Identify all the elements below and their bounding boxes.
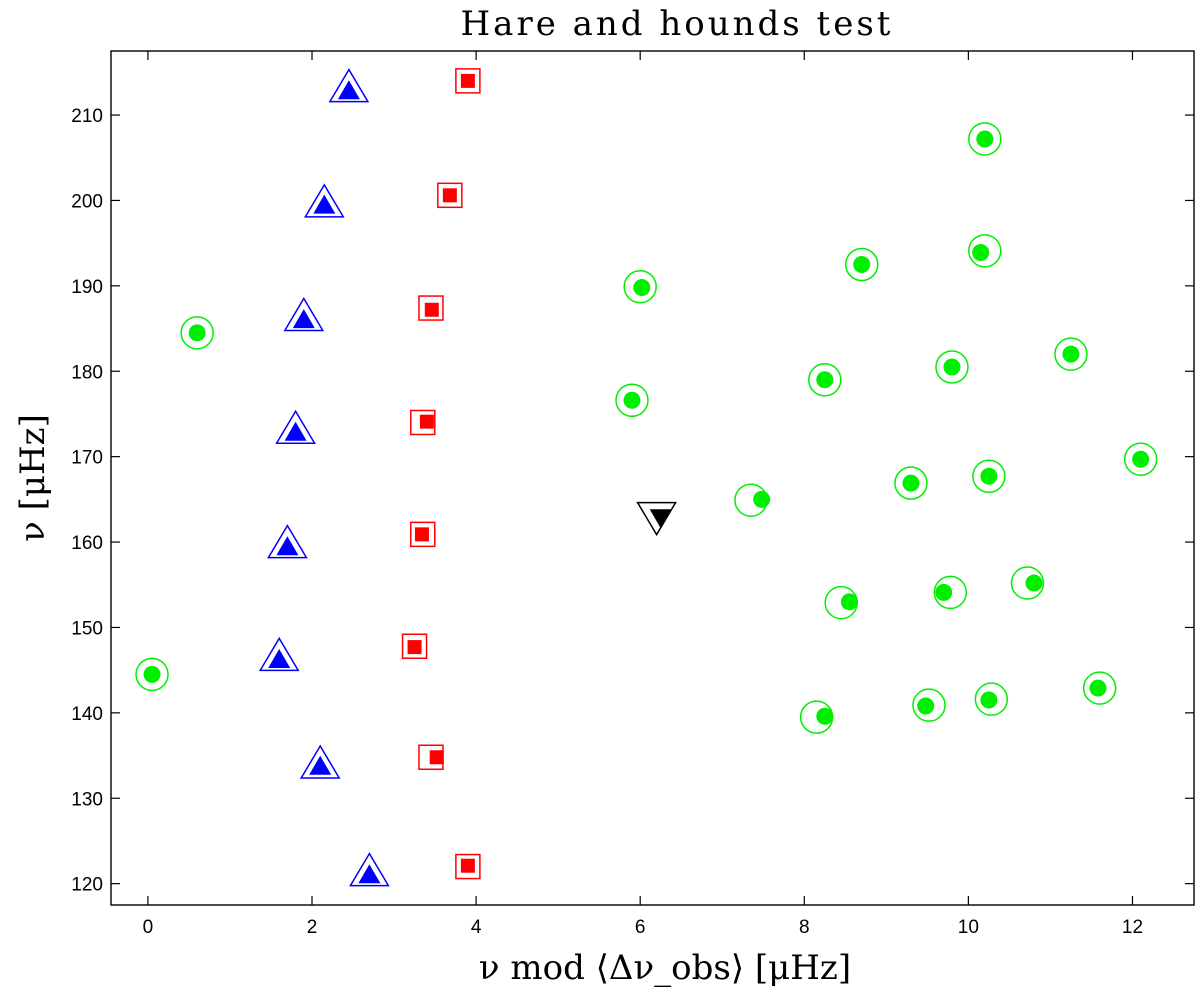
- triangle-up-filled-marker: [284, 421, 307, 441]
- triangle-up-filled-marker: [268, 649, 291, 668]
- circle-open-marker: [935, 350, 969, 384]
- circle-filled-marker: [917, 697, 935, 715]
- circle-open-marker: [1082, 671, 1117, 705]
- circle-filled-marker: [633, 279, 651, 297]
- circle-filled-marker: [816, 707, 834, 725]
- triangle-up-filled-marker: [276, 536, 299, 556]
- triangle-up-filled-marker: [337, 80, 360, 100]
- triangle-up-open-marker: [275, 409, 316, 444]
- x-tick-label: 10: [958, 917, 979, 938]
- y-tick-label: 130: [71, 789, 103, 810]
- square-filled-marker: [442, 188, 457, 203]
- square-filled-marker: [407, 640, 422, 655]
- y-tick-label: 180: [71, 362, 103, 383]
- triangle-up-open-marker: [267, 524, 308, 559]
- circle-filled-marker: [1025, 574, 1043, 592]
- x-tick-label: 6: [635, 917, 646, 938]
- circle-open-marker: [1123, 442, 1158, 476]
- circle-open-marker: [135, 657, 169, 692]
- x-tick-label: 0: [143, 917, 154, 938]
- circle-open-marker: [968, 234, 1002, 268]
- circle-open-marker: [180, 316, 214, 350]
- y-tick-label: 190: [71, 277, 103, 298]
- triangle-up-open-marker: [258, 636, 300, 672]
- x-tick-label: 4: [471, 917, 482, 938]
- circle-filled-marker: [935, 583, 953, 601]
- y-tick-label: 150: [71, 618, 103, 639]
- x-tick-label: 12: [1122, 917, 1143, 938]
- plot-marks: [135, 68, 1158, 887]
- triangle-up-filled-marker: [309, 755, 332, 775]
- y-tick-label: 210: [71, 106, 103, 127]
- y-tick-label: 200: [71, 191, 103, 212]
- square-filled-marker: [460, 73, 475, 88]
- circle-open-marker: [615, 383, 649, 418]
- square-open-marker: [401, 633, 428, 659]
- circle-open-marker: [623, 269, 657, 304]
- y-tick-label: 140: [71, 704, 103, 725]
- y-tick-label: 170: [71, 448, 103, 469]
- circle-filled-marker: [1132, 450, 1150, 468]
- triangle-up-open-marker: [299, 744, 341, 779]
- square-filled-marker: [424, 302, 439, 317]
- square-open-marker: [455, 68, 481, 94]
- x-tick-label: 2: [307, 917, 318, 938]
- circle-open-marker: [974, 682, 1009, 716]
- circle-filled-marker: [143, 665, 161, 683]
- circle-filled-marker: [972, 244, 990, 262]
- square-filled-marker: [429, 750, 444, 765]
- triangle-down-filled-marker: [649, 509, 672, 529]
- triangle-up-filled-marker: [292, 309, 315, 329]
- x-axis-label: ν mod ⟨Δν_obs⟩ [μHz]: [479, 948, 851, 988]
- y-tick-label: 120: [71, 875, 103, 896]
- circle-open-marker: [968, 122, 1002, 156]
- square-open-marker: [437, 182, 463, 209]
- circle-open-marker: [808, 363, 842, 397]
- triangle-up-open-marker: [303, 183, 345, 218]
- x-tick-label: 8: [799, 917, 810, 938]
- triangle-up-filled-marker: [358, 864, 381, 884]
- circle-open-marker: [972, 459, 1006, 494]
- circle-filled-marker: [980, 691, 998, 709]
- circle-open-marker: [844, 247, 879, 282]
- circle-open-marker: [912, 688, 946, 722]
- circle-open-marker: [1010, 566, 1045, 600]
- circle-filled-marker: [943, 358, 961, 376]
- circle-filled-marker: [840, 593, 858, 611]
- triangle-up-filled-marker: [313, 194, 336, 214]
- square-open-marker: [410, 409, 436, 436]
- y-axis: 120 130 140 150 160 170 180 190 200 210: [71, 106, 1194, 896]
- plot-frame: [110, 50, 1195, 906]
- triangle-up-open-marker: [328, 68, 370, 103]
- circle-filled-marker: [976, 130, 994, 148]
- circle-open-marker: [1054, 337, 1088, 371]
- circle-open-marker: [933, 575, 968, 610]
- y-axis-label: ν [μHz]: [13, 414, 53, 542]
- square-filled-marker: [414, 527, 429, 542]
- square-open-marker: [455, 853, 481, 880]
- circle-filled-marker: [853, 256, 871, 273]
- square-open-marker: [410, 521, 436, 548]
- square-filled-marker: [460, 858, 475, 873]
- triangle-up-open-marker: [349, 852, 390, 887]
- square-filled-marker: [419, 414, 434, 429]
- circle-filled-marker: [1062, 345, 1080, 363]
- circle-filled-marker: [188, 324, 206, 342]
- square-open-marker: [418, 295, 444, 321]
- circle-filled-marker: [902, 474, 920, 492]
- y-tick-label: 160: [71, 533, 103, 554]
- circle-filled-marker: [753, 490, 771, 508]
- circle-filled-marker: [980, 467, 998, 485]
- circle-open-marker: [894, 466, 928, 500]
- circle-filled-marker: [1089, 679, 1107, 697]
- circle-filled-marker: [623, 391, 641, 409]
- chart-title: Hare and hounds test: [461, 4, 894, 44]
- circle-filled-marker: [816, 371, 834, 389]
- triangle-up-open-marker: [283, 297, 325, 332]
- x-axis: 0 2 4 6 8 10 12: [143, 51, 1143, 938]
